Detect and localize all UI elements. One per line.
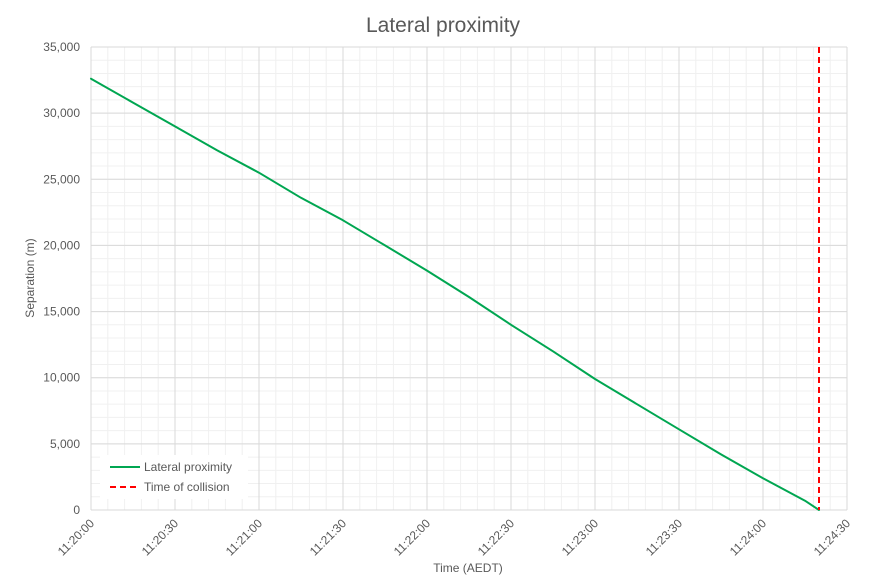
x-tick-label: 11:23:00: [559, 516, 602, 559]
y-tick-label: 5,000: [50, 437, 80, 451]
y-tick-label: 10,000: [43, 371, 80, 385]
y-tick-label: 35,000: [43, 40, 80, 54]
x-tick-label: 11:22:30: [475, 516, 518, 559]
x-tick-label: 11:23:30: [643, 516, 686, 559]
x-axis-label: Time (AEDT): [433, 561, 503, 575]
legend: Lateral proximity Time of collision: [100, 455, 248, 499]
chart-title: Lateral proximity: [366, 14, 521, 37]
legend-label-time-of-collision: Time of collision: [144, 480, 230, 494]
y-tick-label: 25,000: [43, 172, 80, 186]
x-axis-ticks: 11:20:00 11:20:30 11:21:00 11:21:30 11:22:00…: [55, 516, 854, 559]
minor-gridlines: [90, 46, 848, 511]
y-tick-label: 30,000: [43, 106, 80, 120]
y-axis-ticks: 0 5,000 10,000 15,000 20,000 25,000 30,000 35,0…: [43, 40, 80, 517]
x-tick-label: 11:24:00: [727, 516, 770, 559]
legend-label-lateral-proximity: Lateral proximity: [144, 460, 232, 474]
x-tick-label: 11:22:00: [391, 516, 434, 559]
x-tick-label: 11:21:30: [307, 516, 350, 559]
series-line-lateral-proximity: [90, 77, 820, 511]
x-tick-label: 11:24:30: [811, 516, 854, 559]
series-layer: [90, 77, 820, 511]
y-tick-label: 15,000: [43, 305, 80, 319]
y-axis-label: Separation (m): [23, 238, 37, 317]
x-tick-label: 11:21:00: [223, 516, 266, 559]
major-gridlines: [90, 46, 848, 511]
y-tick-label: 0: [73, 503, 80, 517]
x-tick-label: 11:20:00: [55, 516, 98, 559]
x-tick-label: 11:20:30: [139, 516, 182, 559]
legend-background: [100, 455, 248, 499]
y-tick-label: 20,000: [43, 238, 80, 252]
